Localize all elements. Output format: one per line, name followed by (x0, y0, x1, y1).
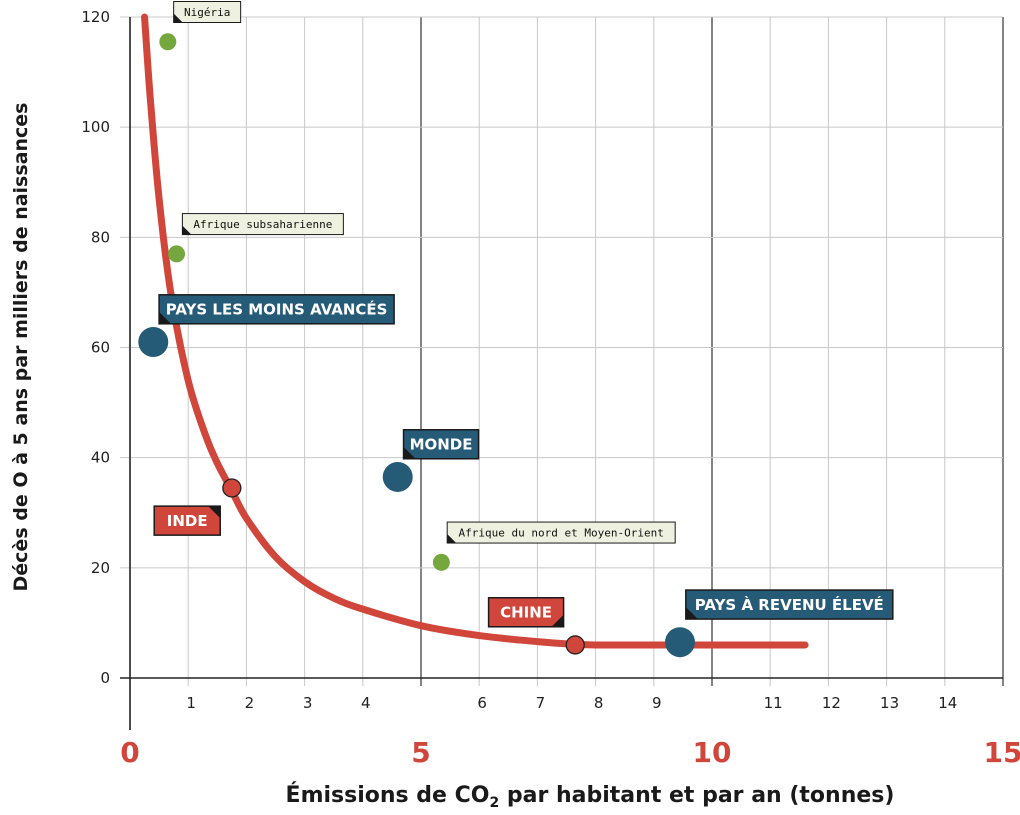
point-label-tab (182, 225, 192, 235)
axes (120, 17, 1003, 730)
point-label-tab (173, 13, 183, 23)
x-tick-label: 1 (186, 694, 196, 712)
point-label: Nigéria (184, 6, 230, 19)
x-tick-label: 7 (536, 694, 546, 712)
x-tick-label-major: 15 (984, 736, 1020, 769)
x-tick-label: 11 (764, 694, 783, 712)
y-axis-label: Décès de O à 5 ans par milliers de naiss… (10, 103, 32, 592)
x-tick-label: 4 (361, 694, 371, 712)
x-tick-label: 2 (245, 694, 255, 712)
point-nigeria: Nigéria (159, 1, 242, 51)
point-label-box (153, 505, 221, 536)
y-tick-label: 80 (91, 228, 110, 246)
y-tick-label: 120 (81, 8, 110, 26)
y-tick-label: 40 (91, 449, 110, 467)
point-pays-les-moins-avances: PAYS LES MOINS AVANCÉS (138, 294, 395, 357)
point-marker (382, 461, 413, 492)
point-label: CHINE (500, 604, 552, 622)
point-marker (168, 245, 186, 263)
point-label: Afrique subsaharienne (193, 218, 332, 231)
point-label-tab (403, 446, 416, 459)
point-label-box (487, 597, 565, 628)
y-tick-label: 100 (81, 118, 110, 136)
point-marker (159, 33, 177, 51)
x-tick-label: 8 (594, 694, 604, 712)
point-label-box (181, 213, 344, 236)
point-afrique-subsaharienne: Afrique subsaharienne (168, 213, 344, 263)
point-label: INDE (167, 512, 208, 530)
point-label: MONDE (410, 436, 473, 454)
point-label-tab (685, 607, 698, 620)
point-label: PAYS LES MOINS AVANCÉS (166, 300, 388, 319)
x-tick-label: 3 (303, 694, 313, 712)
point-label: PAYS À REVENU ÉLEVÉ (695, 595, 884, 614)
x-axis-label-part2: par habitant et par an (tonnes) (499, 783, 894, 808)
x-tick-label: 9 (652, 694, 662, 712)
point-label-box (402, 429, 480, 460)
x-tick-label-major: 5 (411, 736, 430, 769)
x-tick-label: 6 (477, 694, 487, 712)
x-tick-label: 13 (880, 694, 899, 712)
point-label-tab (208, 506, 221, 519)
point-label-tab (159, 311, 172, 324)
point-label: Afrique du nord et Moyen-Orient (459, 527, 664, 540)
point-afrique-du-nord-et-moyen-orient: Afrique du nord et Moyen-Orient (432, 521, 676, 571)
data-points: Nigéria Afrique subsaharienne PAYS LES MOI… (138, 1, 894, 658)
point-label-box (446, 521, 676, 544)
y-tick-label: 60 (91, 339, 110, 357)
x-tick-label-major: 10 (693, 736, 732, 769)
point-inde: INDE (153, 478, 242, 536)
x-axis-label: Émissions de CO2 par habitant et par an … (286, 782, 895, 810)
point-marker (432, 553, 450, 571)
x-tick-label: 12 (822, 694, 841, 712)
point-label-box (173, 1, 242, 24)
trend-curve (141, 13, 809, 649)
point-chine: CHINE (487, 597, 585, 655)
point-marker (138, 326, 169, 357)
x-tick-label: 14 (938, 694, 957, 712)
point-label-tab (551, 614, 564, 627)
point-label-box (158, 294, 395, 325)
point-marker (565, 635, 585, 655)
point-marker (664, 627, 695, 658)
point-monde: MONDE (382, 429, 480, 492)
point-marker (222, 478, 242, 498)
x-axis-label-subscript: 2 (489, 795, 499, 810)
point-label-box (685, 589, 894, 620)
point-label-tab (447, 534, 457, 544)
point-pays-a-revenu-eleve: PAYS À REVENU ÉLEVÉ (664, 589, 894, 658)
x-tick-label-major: 0 (120, 736, 139, 769)
trend-curve-line (141, 13, 809, 649)
x-axis-label-part1: Émissions de CO (286, 782, 490, 808)
y-tick-label: 20 (91, 559, 110, 577)
grid (120, 16, 1004, 686)
y-tick-label: 0 (100, 669, 110, 687)
